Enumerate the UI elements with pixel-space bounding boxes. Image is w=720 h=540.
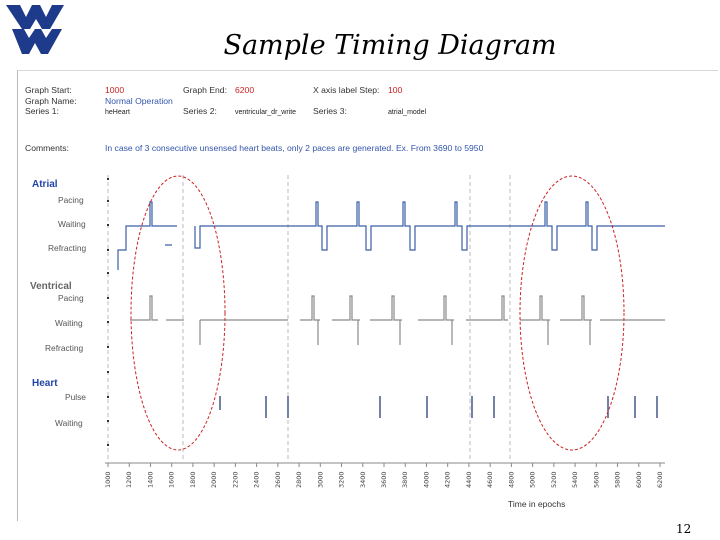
heart-row-pulse: Pulse xyxy=(65,392,86,402)
atrial-trace xyxy=(117,201,665,270)
x-axis-tick-label: 5000 xyxy=(529,471,537,488)
x-axis-tick-label: 2200 xyxy=(231,471,239,488)
x-axis-tick-label: 2600 xyxy=(274,471,282,488)
graph-start-label: Graph Start: xyxy=(25,85,72,95)
row-markers xyxy=(107,178,109,446)
highlight-ellipses xyxy=(130,175,625,451)
series2-value: ventricular_dr_write xyxy=(235,109,296,116)
x-axis-tick-label: 2400 xyxy=(253,471,261,488)
series3-value: atrial_model xyxy=(388,109,427,116)
x-axis-tick-label: 1600 xyxy=(168,471,176,488)
info-header: Graph Start: 1000 Graph End: 6200 X axis… xyxy=(25,85,484,153)
ventrical-trace xyxy=(130,295,665,345)
xaxis-step-value: 100 xyxy=(388,85,403,95)
x-axis-tick-label: 3400 xyxy=(359,471,367,488)
x-axis-tick-label: 4000 xyxy=(422,471,430,488)
wvu-logo xyxy=(6,5,64,54)
page-number: 12 xyxy=(676,522,692,536)
comments-label: Comments: xyxy=(25,143,69,153)
highlight-ellipse-left xyxy=(130,175,226,451)
x-axis-label: Time in epochs xyxy=(508,499,565,509)
ventrical-row-pacing: Pacing xyxy=(58,293,84,303)
graph-name-label: Graph Name: xyxy=(25,96,77,106)
x-axis-tick-label: 2000 xyxy=(210,471,218,488)
slide-title: Sample Timing Diagram xyxy=(223,30,557,61)
graph-end-value: 6200 xyxy=(235,85,254,95)
x-axis-tick-label: 4800 xyxy=(507,471,515,488)
ventrical-row-waiting: Waiting xyxy=(55,318,83,328)
section-atrial: Atrial xyxy=(32,179,58,190)
atrial-row-waiting: Waiting xyxy=(58,219,86,229)
comments-value: In case of 3 consecutive unsensed heart … xyxy=(105,143,484,153)
slide-frame xyxy=(17,70,718,521)
x-axis-tick-label: 1000 xyxy=(104,471,112,488)
x-axis-tick-label: 5400 xyxy=(571,471,579,488)
x-axis-tick-label: 1200 xyxy=(125,471,133,488)
x-axis-tick-label: 3800 xyxy=(401,471,409,488)
x-axis-tick-label: 2800 xyxy=(295,471,303,488)
xaxis-step-label: X axis label Step: xyxy=(313,85,379,95)
atrial-row-pacing: Pacing xyxy=(58,195,84,205)
series2-label: Series 2: xyxy=(183,106,217,116)
series1-label: Series 1: xyxy=(25,106,59,116)
graph-name-value: Normal Operation xyxy=(105,96,173,106)
x-axis-tick-label: 6200 xyxy=(656,471,664,488)
section-heart: Heart xyxy=(32,378,58,389)
x-axis-ticks: 1000 1200 1400 1600 1800 2000 2200 2400 2600 2800… xyxy=(104,463,664,488)
x-axis-tick-label: 5200 xyxy=(550,471,558,488)
gridlines xyxy=(107,175,511,462)
heart-row-waiting: Waiting xyxy=(55,418,83,428)
series1-value: heHeart xyxy=(105,109,130,116)
x-axis-tick-label: 1400 xyxy=(146,471,154,488)
section-ventrical: Ventrical xyxy=(30,281,72,292)
x-axis-tick-label: 5600 xyxy=(592,471,600,488)
x-axis-tick-label: 3200 xyxy=(338,471,346,488)
x-axis-tick-label: 4200 xyxy=(444,471,452,488)
heart-pulses xyxy=(219,396,658,418)
x-axis-tick-label: 3000 xyxy=(316,471,324,488)
x-axis-tick-label: 3600 xyxy=(380,471,388,488)
section-labels: Atrial Pacing Waiting Refracting Ventric… xyxy=(30,179,87,428)
series3-label: Series 3: xyxy=(313,106,347,116)
graph-end-label: Graph End: xyxy=(183,85,227,95)
x-axis-tick-label: 4600 xyxy=(486,471,494,488)
highlight-ellipse-right xyxy=(519,175,625,451)
atrial-row-refracting: Refracting xyxy=(48,243,87,253)
x-axis-tick-label: 1800 xyxy=(189,471,197,488)
ventrical-row-refracting: Refracting xyxy=(45,343,84,353)
x-axis: 1000 1200 1400 1600 1800 2000 2200 2400 2600 2800… xyxy=(104,462,665,509)
graph-start-value: 1000 xyxy=(105,85,124,95)
x-axis-tick-label: 5800 xyxy=(614,471,622,488)
x-axis-tick-label: 4400 xyxy=(465,471,473,488)
x-axis-tick-label: 6000 xyxy=(635,471,643,488)
